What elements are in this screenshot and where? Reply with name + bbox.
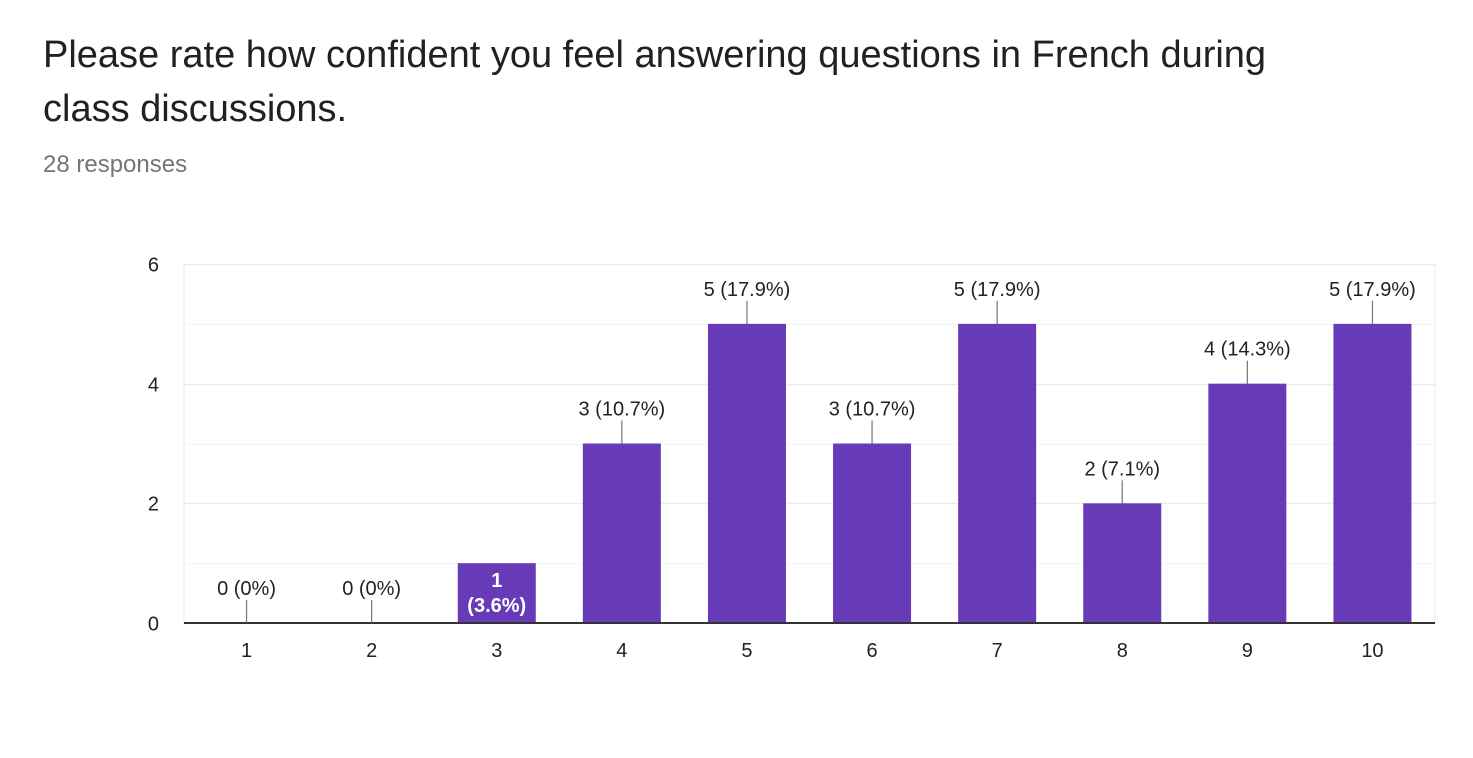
data-label: 2 (7.1%) bbox=[1084, 458, 1160, 480]
x-tick-label: 10 bbox=[1361, 640, 1383, 662]
y-tick-label: 6 bbox=[148, 255, 159, 277]
data-label: 3 (10.7%) bbox=[829, 399, 916, 421]
bar bbox=[1208, 383, 1287, 623]
data-labels: 0 (0%) 0 (0%) 1 (3.6%) 3 (10.7%) 5 (17.9%) 3 (… bbox=[217, 279, 1416, 623]
question-title: Please rate how confident you feel answe… bbox=[43, 34, 1267, 130]
data-label: 0 (0%) bbox=[217, 578, 276, 600]
x-tick-label: 5 bbox=[741, 640, 752, 662]
bar bbox=[707, 323, 786, 623]
bars bbox=[457, 323, 1412, 623]
y-tick-label: 4 bbox=[148, 375, 159, 397]
data-label: 5 (17.9%) bbox=[954, 279, 1041, 301]
data-label: 5 (17.9%) bbox=[704, 279, 791, 301]
x-tick-label: 8 bbox=[1117, 640, 1128, 662]
data-label: 0 (0%) bbox=[342, 578, 401, 600]
bar bbox=[833, 443, 912, 623]
data-label: 3 (10.7%) bbox=[578, 399, 665, 421]
bar bbox=[1333, 323, 1412, 623]
x-tick-label: 7 bbox=[992, 640, 1003, 662]
y-axis-ticks: 0 2 4 6 bbox=[148, 255, 159, 636]
x-tick-label: 4 bbox=[616, 640, 627, 662]
x-tick-label: 3 bbox=[491, 640, 502, 662]
bar bbox=[958, 323, 1037, 623]
y-tick-label: 2 bbox=[148, 494, 159, 516]
data-label: 4 (14.3%) bbox=[1204, 339, 1291, 361]
x-tick-label: 2 bbox=[366, 640, 377, 662]
response-count: 28 responses bbox=[43, 151, 188, 178]
bar bbox=[1083, 503, 1162, 623]
data-label: 1 (3.6%) bbox=[467, 570, 526, 617]
x-axis-ticks: 1 2 3 4 5 6 7 8 9 10 bbox=[241, 640, 1384, 662]
bar bbox=[457, 563, 536, 623]
x-tick-label: 6 bbox=[866, 640, 877, 662]
bar bbox=[582, 443, 661, 623]
data-label: 5 (17.9%) bbox=[1329, 279, 1416, 301]
x-tick-label: 9 bbox=[1242, 640, 1253, 662]
x-tick-label: 1 bbox=[241, 640, 252, 662]
y-tick-label: 0 bbox=[148, 614, 159, 636]
